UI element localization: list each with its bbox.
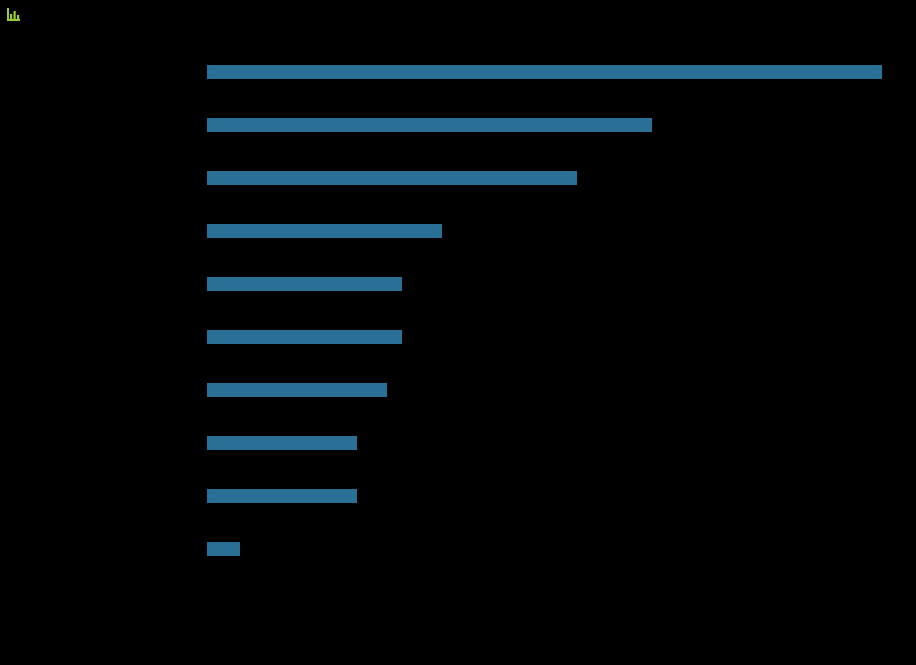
bar-1: [207, 65, 882, 79]
bar-7: [207, 383, 387, 397]
bar-6: [207, 330, 402, 344]
bar-8: [207, 436, 357, 450]
bar-5: [207, 277, 402, 291]
bar-3: [207, 171, 577, 185]
bar-9: [207, 489, 357, 503]
bar-2: [207, 118, 652, 132]
bar-4: [207, 224, 442, 238]
horizontal-bar-chart: [0, 0, 916, 665]
bar-10: [207, 542, 240, 556]
